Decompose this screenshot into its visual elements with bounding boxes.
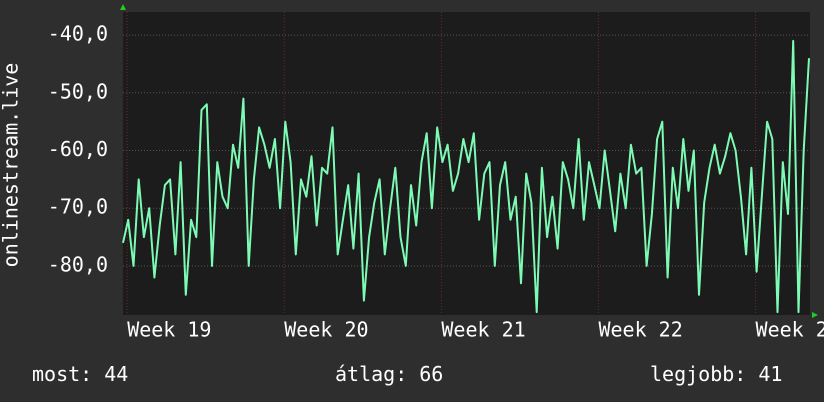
axis-arrow xyxy=(120,4,126,10)
y-tick-label: -40,0 xyxy=(48,22,108,46)
data-line xyxy=(122,39,810,314)
stat: most: 44 xyxy=(32,362,128,386)
stat-value: 41 xyxy=(758,362,782,386)
stat-label: átlag: xyxy=(335,362,407,386)
y-tick-label: -50,0 xyxy=(48,79,108,103)
y-tick-label: -60,0 xyxy=(48,137,108,161)
axis-arrow xyxy=(812,312,818,318)
stat-label: legjobb: xyxy=(650,362,746,386)
stat-label: most: xyxy=(32,362,92,386)
stat-value: 66 xyxy=(419,362,443,386)
plot-area xyxy=(123,12,810,315)
y-tick-label: -70,0 xyxy=(48,195,108,219)
stat-value: 44 xyxy=(104,362,128,386)
stat: átlag: 66 xyxy=(335,362,443,386)
x-tick-label: Week 21 xyxy=(441,318,525,342)
stat: legjobb: 41 xyxy=(650,362,782,386)
x-tick-label: Week 22 xyxy=(598,318,682,342)
y-tick-label: -80,0 xyxy=(48,252,108,276)
x-tick-label: Week 23 xyxy=(756,318,824,342)
x-tick-label: Week 19 xyxy=(127,318,211,342)
x-tick-label: Week 20 xyxy=(284,318,368,342)
y-axis-label: onlinestream.live xyxy=(0,63,23,268)
